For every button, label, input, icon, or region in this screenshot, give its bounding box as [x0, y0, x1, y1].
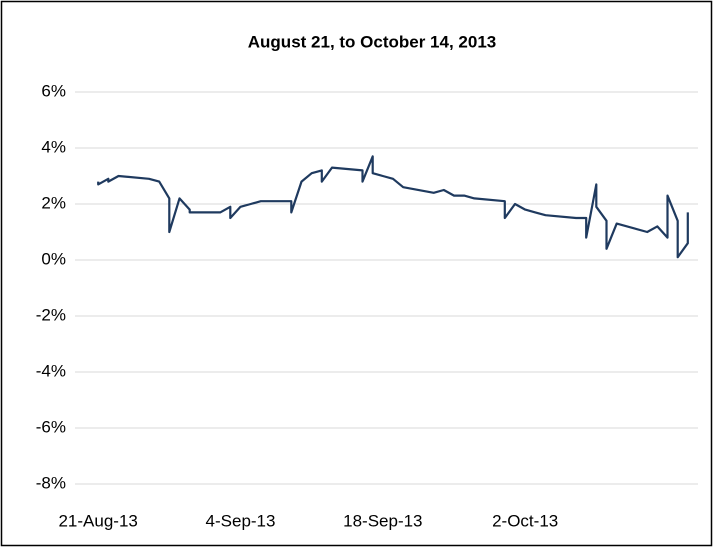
y-tick-label: -6% — [36, 417, 66, 436]
y-tick-label: -2% — [36, 305, 66, 324]
x-tick-label: 2-Oct-13 — [492, 511, 558, 530]
y-tick-label: 4% — [41, 137, 66, 156]
x-tick-label: 21-Aug-13 — [58, 511, 137, 530]
y-tick-label: 0% — [41, 249, 66, 268]
data-line — [97, 155, 689, 259]
chart-title: August 21, to October 14, 2013 — [248, 32, 496, 51]
y-tick-label: -8% — [36, 473, 66, 492]
x-tick-label: 4-Sep-13 — [206, 511, 276, 530]
y-tick-label: 2% — [41, 193, 66, 212]
x-tick-label: 18-Sep-13 — [343, 511, 422, 530]
y-tick-label: 6% — [41, 81, 66, 100]
y-tick-label: -4% — [36, 361, 66, 380]
